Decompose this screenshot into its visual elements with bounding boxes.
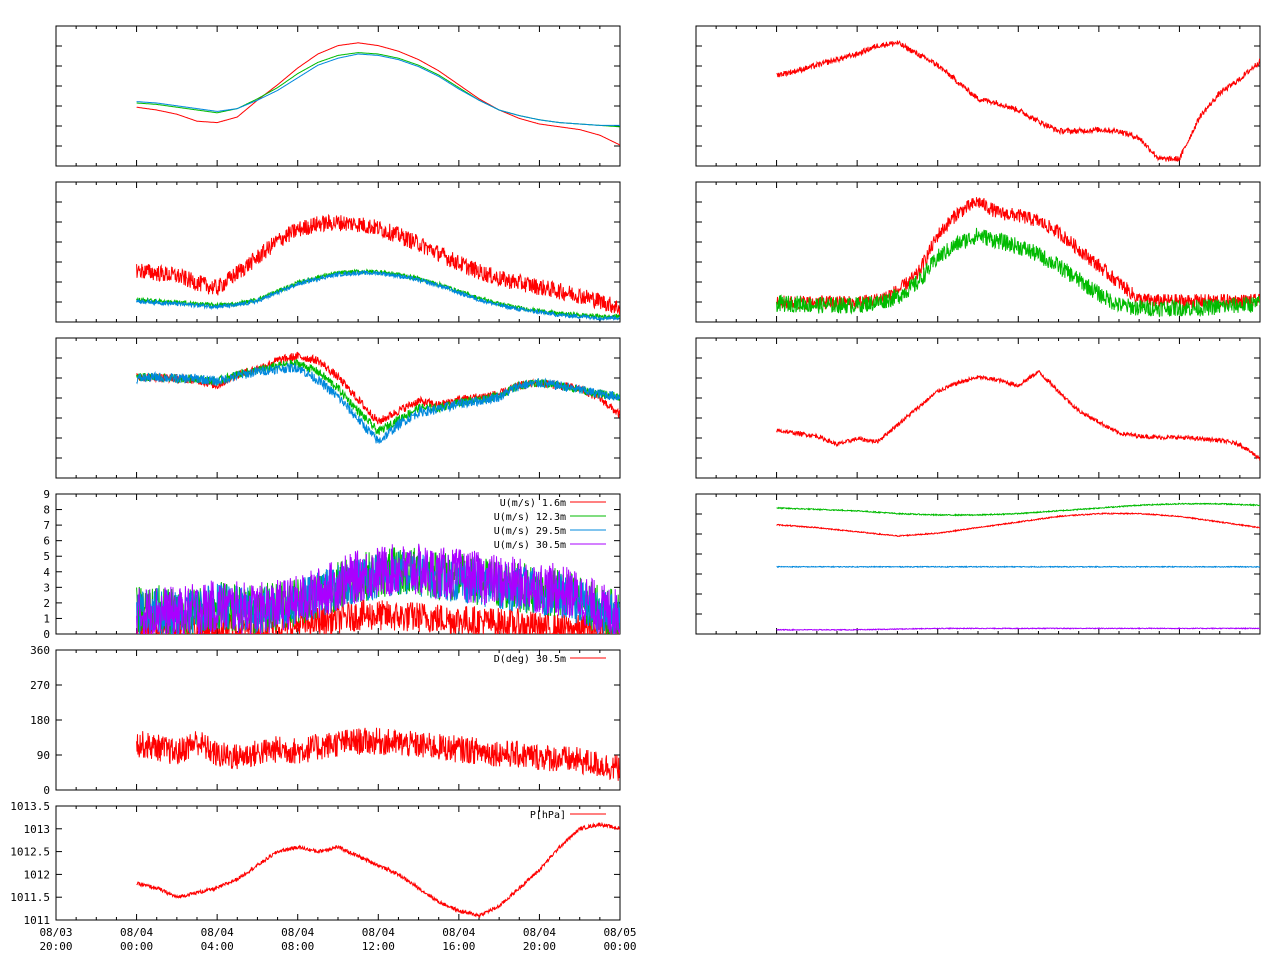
y-tick-label: 1012.5 <box>10 846 50 859</box>
panel-left-6: 1011 1011.5 1012 1012.5 1013 1013.5 P[hPa] <box>10 800 621 927</box>
y-tick-label: 8 <box>43 504 50 517</box>
x-tick-label-time: 08:00 <box>281 940 314 953</box>
series-line-red <box>776 511 1260 537</box>
series-line-blue <box>136 269 620 322</box>
x-tick-label-date: 08/04 <box>362 926 395 939</box>
x-tick-label-date: 08/04 <box>201 926 234 939</box>
panel-right-2 <box>695 181 1261 323</box>
series-line-red <box>136 42 620 146</box>
x-tick-label-time: 12:00 <box>362 940 395 953</box>
y-tick-label: 1011.5 <box>10 891 50 904</box>
series-line-purple <box>136 543 620 634</box>
panel-left-1 <box>55 25 621 167</box>
series-line-blue <box>776 565 1260 569</box>
x-tick-label-time: 20:00 <box>523 940 556 953</box>
x-tick-label-time: 16:00 <box>442 940 475 953</box>
series-line-purple <box>776 627 1260 632</box>
x-tick-label-time: 04:00 <box>201 940 234 953</box>
panel-right-1 <box>695 25 1261 167</box>
y-tick-label: 1011 <box>24 914 51 927</box>
series-line-blue <box>136 53 620 126</box>
x-tick-label-date: 08/04 <box>442 926 475 939</box>
series-line-red <box>136 213 620 315</box>
y-tick-label: 180 <box>30 714 50 727</box>
y-tick-label: 1013 <box>24 823 51 836</box>
y-tick-label: 5 <box>43 550 50 563</box>
series-line-red <box>136 821 620 919</box>
y-tick-label: 360 <box>30 644 50 657</box>
series-line-red <box>776 369 1260 461</box>
panel-left-5: 0 90 180 270 360 D(deg) 30.5m <box>30 644 621 797</box>
y-tick-label: 270 <box>30 679 50 692</box>
y-tick-label: 6 <box>43 535 50 548</box>
x-tick-label-time: 00:00 <box>120 940 153 953</box>
x-tick-label-time: 20:00 <box>39 940 72 953</box>
y-tick-label: 0 <box>43 784 50 797</box>
panel-right-4 <box>695 493 1261 635</box>
x-tick-label-date: 08/04 <box>120 926 153 939</box>
y-tick-label: 1013.5 <box>10 800 50 813</box>
panel-right-3 <box>695 337 1261 479</box>
x-tick-label-date: 08/03 <box>39 926 72 939</box>
panel-left-2 <box>55 181 621 323</box>
legend-label: U(m/s) 30.5m <box>494 540 566 551</box>
y-tick-label: 9 <box>43 488 50 501</box>
y-tick-label: 7 <box>43 519 50 532</box>
y-tick-label: 90 <box>37 749 50 762</box>
y-tick-label: 2 <box>43 597 50 610</box>
series-line-green <box>776 227 1260 318</box>
x-tick-label-date: 08/04 <box>281 926 314 939</box>
y-tick-label: 1 <box>43 612 50 625</box>
series-line-blue <box>136 363 620 444</box>
y-tick-label: 0 <box>43 628 50 641</box>
panel-left-3 <box>55 337 621 479</box>
legend-label: D(deg) 30.5m <box>494 654 566 665</box>
y-tick-label: 4 <box>43 566 50 579</box>
x-tick-label-time: 00:00 <box>603 940 636 953</box>
y-tick-label: 1012 <box>24 868 51 881</box>
legend-label: U(m/s) 29.5m <box>494 526 566 537</box>
legend-label: U(m/s) 1.6m <box>500 498 566 509</box>
y-tick-label: 3 <box>43 581 50 594</box>
legend-label: U(m/s) 12.3m <box>494 512 566 523</box>
legend-label: P[hPa] <box>530 810 566 821</box>
series-line-green <box>776 502 1260 517</box>
panel-left-4: 0 1 2 3 4 5 6 7 8 9 U(m/s) 1.6m U(m/s) 12.3m U(m/s) … <box>43 488 621 641</box>
x-tick-label-date: 08/04 <box>523 926 556 939</box>
x-tick-label-date: 08/05 <box>603 926 636 939</box>
series-line-red <box>136 727 620 781</box>
series-line-red <box>776 40 1260 162</box>
